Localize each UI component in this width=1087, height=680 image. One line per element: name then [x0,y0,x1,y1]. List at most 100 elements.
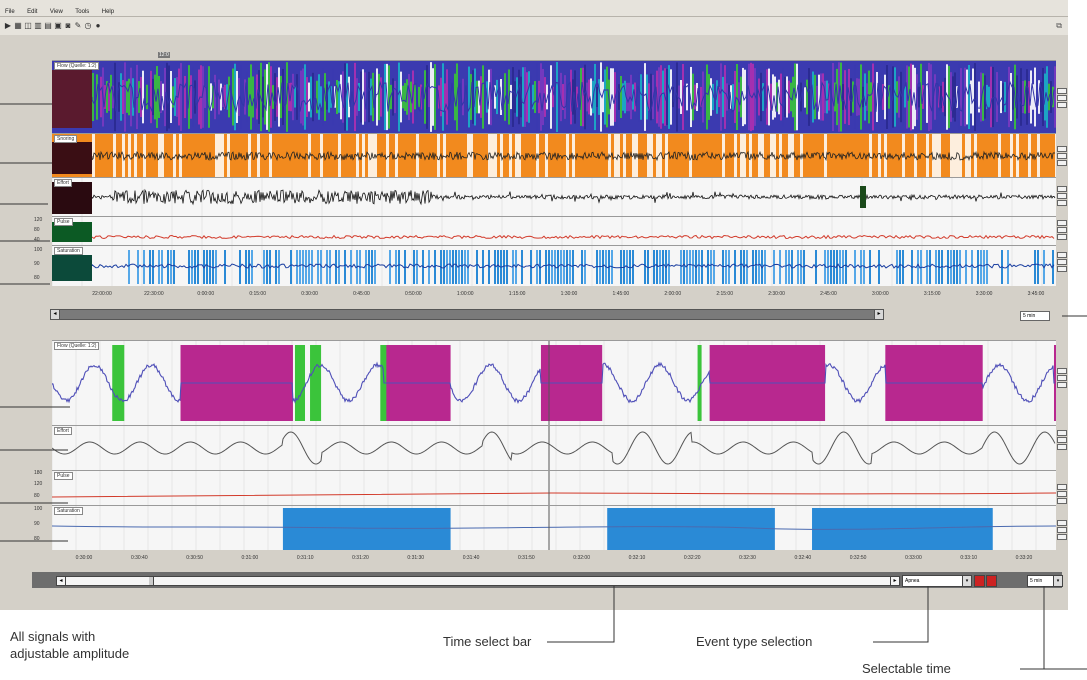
print-icon[interactable]: ▤ [44,21,52,30]
chevron-down-icon[interactable]: ▾ [1053,576,1062,586]
grid-icon[interactable]: ▦ [14,21,22,30]
time-span-select[interactable]: 5 min ▾ [1027,575,1063,587]
settings-icon[interactable]: ◙ [65,21,71,30]
chevron-down-icon[interactable]: ▾ [962,576,971,586]
scroll-left-icon[interactable]: ◂ [51,310,60,319]
overview-pulse-waveform [52,217,1055,245]
overview-time-tick: 0:15:00 [249,291,266,297]
amplitude-control[interactable] [1057,186,1067,207]
detail-time-tick: 0:32:40 [794,555,812,561]
time-bar-left-icon[interactable]: ◂ [57,577,66,585]
detail-pulse-ytick: 80 [34,493,40,499]
caption-all-signals-1: All signals with [10,629,96,644]
overview-pulse-ytick: 80 [34,227,40,233]
overview-snoring-channel[interactable]: Snoring [52,133,1056,177]
overview-time-tick: 2:00:00 [664,291,682,297]
overview-time-tick: 2:15:00 [716,291,733,297]
caption-event-type-selection: Event type selection [696,634,813,649]
overview-pulse-ytick: 120 [34,217,43,223]
detail-time-tick: 0:31:10 [296,555,314,561]
detail-pulse-ytick: 180 [34,470,43,476]
overview-time-tick: 1:45:00 [612,291,630,297]
detail-flow-waveform [52,341,1056,425]
detail-pulse-channel[interactable]: Pulse [52,470,1056,505]
overview-pulse-mini [52,222,92,242]
amplitude-control[interactable] [1057,146,1067,167]
bar-icon[interactable]: ▥ [34,21,42,30]
overview-effort-mini [52,182,92,214]
overview-flow-channel[interactable]: Flow (Quelle: 1:2) [52,60,1056,133]
detail-pulse-waveform [52,471,1056,505]
overview-time-select[interactable]: 5 min [1020,311,1050,321]
overview-time-tick: 22:30:00 [144,291,164,297]
overview-flow-waveform [91,62,1056,132]
detail-time-tick: 0:31:20 [352,555,369,561]
overview-effort-waveform [52,178,1056,216]
amplitude-control[interactable] [1057,430,1067,451]
play-icon[interactable]: ▶ [4,21,12,30]
overview-saturation-channel[interactable]: Saturation [52,245,1056,286]
overview-marker-label: 12:0 [158,52,170,58]
camera-icon[interactable]: ● [95,21,101,30]
detail-sat-ytick: 90 [34,521,40,527]
amplitude-control[interactable] [1057,484,1067,505]
overview-time-tick: 1:15:00 [508,291,526,297]
overview-pulse-ytick: 40 [34,237,40,243]
overview-time-tick: 2:30:00 [768,291,785,297]
menu-tools[interactable]: Tools [75,9,90,15]
amplitude-control[interactable] [1057,88,1067,109]
overview-effort-label: Effort [54,179,72,187]
overview-effort-channel[interactable]: Effort [52,177,1056,216]
detail-flow-channel[interactable]: Flow (Quelle: 1:2) [52,340,1056,425]
amplitude-control[interactable] [1057,252,1067,273]
overview-time-tick: 1:00:00 [456,291,474,297]
menu-help[interactable]: Help [101,9,115,15]
detail-time-tick: 0:33:00 [905,555,922,561]
menu-view[interactable]: View [49,9,63,15]
detail-time-tick: 0:30:00 [75,555,93,561]
overview-time-tick: 0:50:00 [404,291,422,297]
overview-snoring-mini [52,142,92,174]
menu-edit[interactable]: Edit [27,9,38,15]
detail-time-tick: 0:32:30 [739,555,756,561]
overview-snoring-label: Snoring [54,135,78,143]
time-select-bar[interactable]: ◂ ▸ [56,576,900,586]
overview-saturation-label: Saturation [54,247,83,255]
detail-time-axis: 0:30:00 0:30:40 0:30:50 0:31:00 0:31:10 0:31:… [52,550,1056,566]
menu-file[interactable]: File [5,9,15,15]
detail-effort-label: Effort [54,427,72,435]
overview-saturation-mini [52,255,92,281]
toolbar: ▶ ▦ ◫ ▥ ▤ ▣ ◙ ✎ ◷ ● ⧉ [0,17,1068,35]
overview-flow-mini [52,70,92,128]
event-type-select[interactable]: Apnea ▾ [902,575,972,587]
event-type-value: Apnea [905,578,920,584]
brush-icon[interactable]: ✎ [74,21,82,30]
overview-pulse-channel[interactable]: Pulse [52,216,1056,245]
overview-time-tick: 0:00:00 [197,291,215,297]
overview-time-tick: 3:30:00 [975,291,993,297]
image-icon[interactable]: ▣ [54,21,62,30]
overview-pulse-label: Pulse [54,218,73,226]
event-prev-button[interactable] [974,575,985,587]
detail-flow-label: Flow (Quelle: 1:2) [54,342,100,350]
time-bar-thumb[interactable] [149,577,154,585]
amplitude-control[interactable] [1057,520,1067,541]
detail-saturation-channel[interactable]: Saturation [52,505,1056,550]
overview-time-tick: 22:00:00 [92,291,112,297]
chart-icon[interactable]: ◫ [24,21,32,30]
detail-effort-channel[interactable]: Effort [52,425,1056,470]
detail-time-tick: 0:30:50 [186,555,203,561]
overview-scrollbar[interactable]: ◂ ▸ [50,309,884,320]
detail-sat-ytick: 80 [34,536,40,542]
detail-saturation-label: Saturation [54,507,83,515]
scroll-right-icon[interactable]: ▸ [874,310,883,319]
amplitude-control[interactable] [1057,220,1067,241]
event-next-button[interactable] [986,575,997,587]
detail-time-tick: 0:30:40 [130,555,148,561]
flow-event-marker [697,345,702,421]
overview-sat-ytick: 90 [34,261,40,267]
time-bar-right-icon[interactable]: ▸ [890,577,899,585]
restore-icon[interactable]: ⧉ [1056,21,1062,30]
clock-icon[interactable]: ◷ [84,21,92,30]
amplitude-control[interactable] [1057,368,1067,389]
